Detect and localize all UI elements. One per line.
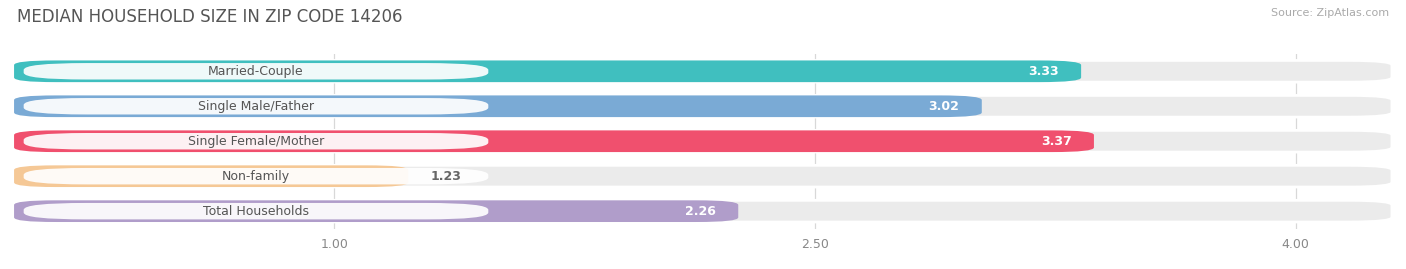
FancyBboxPatch shape: [24, 63, 488, 80]
Text: Single Female/Mother: Single Female/Mother: [188, 135, 325, 148]
FancyBboxPatch shape: [14, 165, 408, 187]
Text: Total Households: Total Households: [202, 205, 309, 218]
FancyBboxPatch shape: [24, 168, 488, 185]
Text: 3.33: 3.33: [1028, 65, 1059, 78]
FancyBboxPatch shape: [14, 61, 1081, 82]
FancyBboxPatch shape: [14, 200, 1392, 222]
Text: 2.26: 2.26: [685, 205, 716, 218]
FancyBboxPatch shape: [24, 98, 488, 115]
FancyBboxPatch shape: [14, 130, 1392, 152]
FancyBboxPatch shape: [14, 95, 1392, 117]
Text: 1.23: 1.23: [430, 170, 461, 183]
FancyBboxPatch shape: [14, 200, 738, 222]
FancyBboxPatch shape: [14, 61, 1392, 82]
Text: MEDIAN HOUSEHOLD SIZE IN ZIP CODE 14206: MEDIAN HOUSEHOLD SIZE IN ZIP CODE 14206: [17, 8, 402, 26]
Text: 3.02: 3.02: [928, 100, 959, 113]
FancyBboxPatch shape: [14, 130, 1094, 152]
FancyBboxPatch shape: [24, 133, 488, 150]
FancyBboxPatch shape: [14, 95, 981, 117]
Text: Non-family: Non-family: [222, 170, 290, 183]
Text: Single Male/Father: Single Male/Father: [198, 100, 314, 113]
Text: 3.37: 3.37: [1040, 135, 1071, 148]
Text: Source: ZipAtlas.com: Source: ZipAtlas.com: [1271, 8, 1389, 18]
FancyBboxPatch shape: [14, 165, 1392, 187]
Text: Married-Couple: Married-Couple: [208, 65, 304, 78]
FancyBboxPatch shape: [24, 203, 488, 220]
